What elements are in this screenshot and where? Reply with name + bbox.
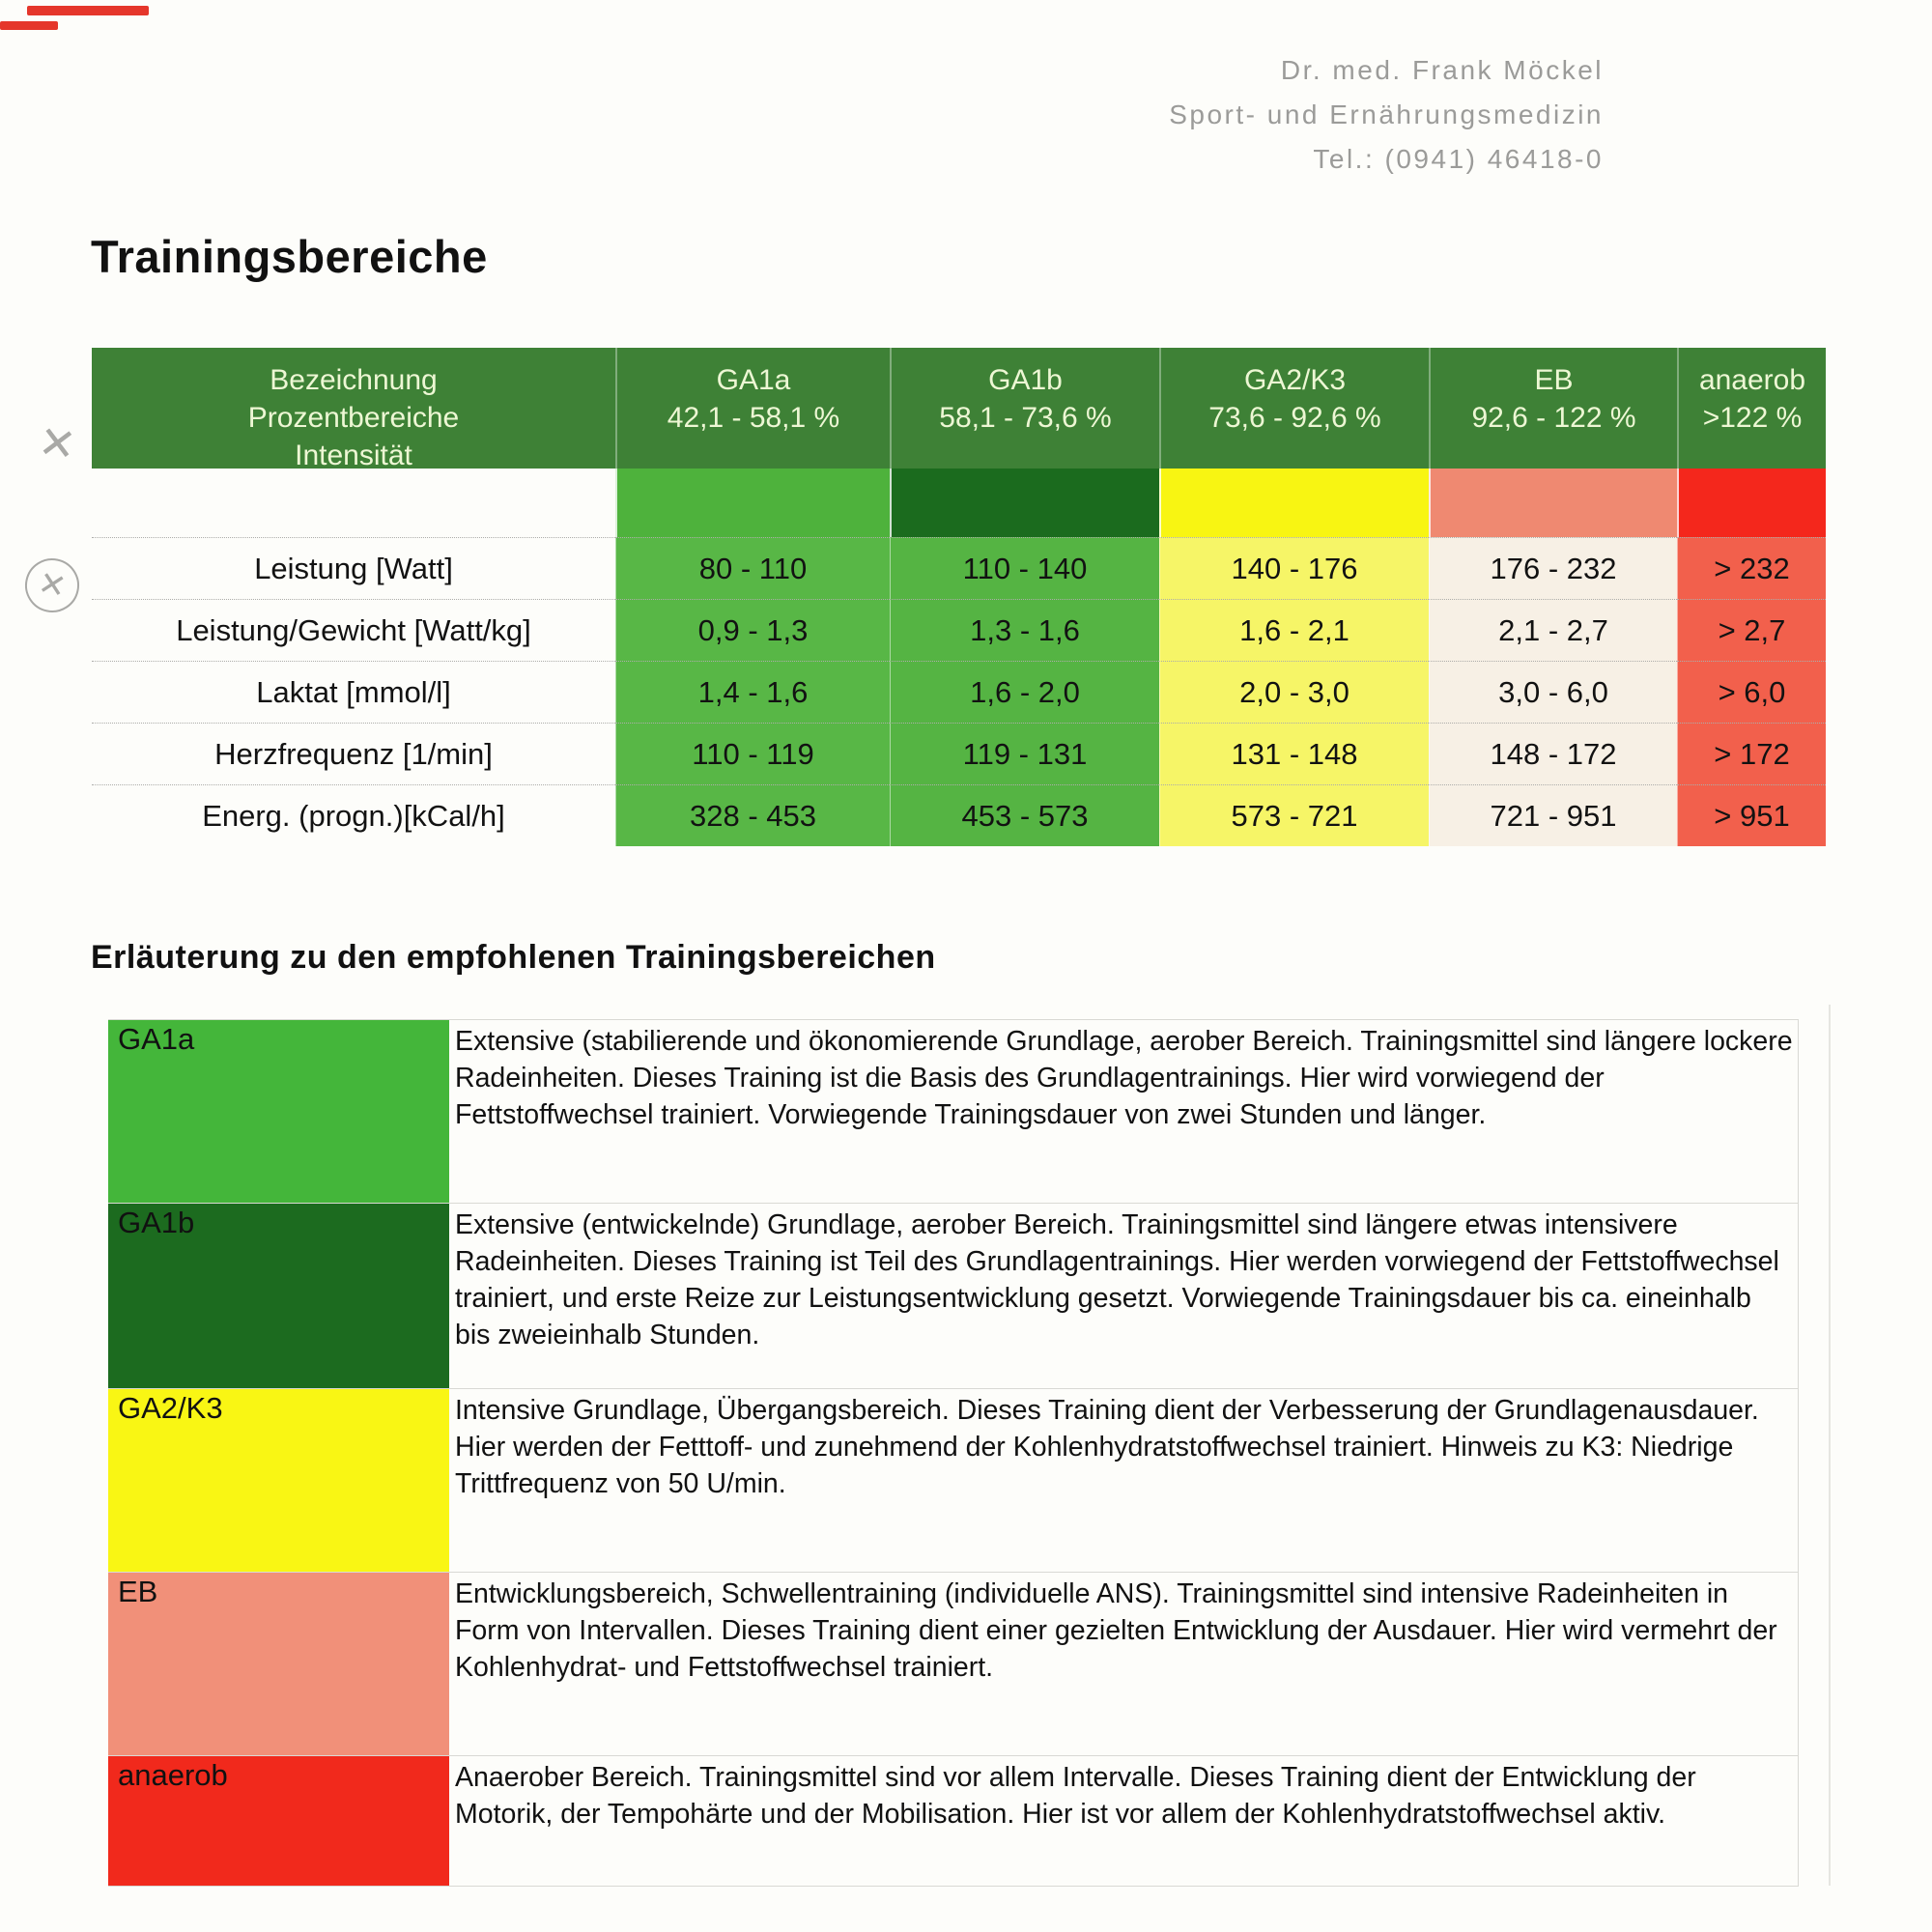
- zone-name: EB: [1534, 364, 1574, 396]
- zone-range: 42,1 - 58,1 %: [667, 402, 840, 434]
- zone-range: 58,1 - 73,6 %: [939, 402, 1112, 434]
- zone-explanation-table: GA1a Extensive (stabilierende und ökonom…: [108, 1019, 1799, 1887]
- cell-energ-ga1b: 453 - 573: [890, 784, 1159, 846]
- cell-hf-ga1b: 119 - 131: [890, 723, 1159, 784]
- zone-header-anaerob: anaerob >122 %: [1677, 348, 1826, 469]
- cell-energ-ga1a: 328 - 453: [615, 784, 890, 846]
- cell-hf-ga2k3: 131 - 148: [1159, 723, 1429, 784]
- cell-hf-anaerob: > 172: [1677, 723, 1826, 784]
- cell-leistung-ga1a: 80 - 110: [615, 537, 890, 599]
- zone-name: GA2/K3: [1243, 364, 1347, 396]
- cell-lg-ga2k3: 1,6 - 2,1: [1159, 599, 1429, 661]
- zone-name: GA1a: [716, 364, 791, 396]
- legend-swatch-ga1b: GA1b: [108, 1204, 449, 1389]
- cell-laktat-ga1b: 1,6 - 2,0: [890, 661, 1159, 723]
- zone-header-ga1a: GA1a 42,1 - 58,1 %: [615, 348, 890, 469]
- letterhead-phone: Tel.: (0941) 46418-0: [1313, 144, 1604, 174]
- zone-range: 73,6 - 92,6 %: [1208, 402, 1381, 434]
- row-label-herzfrequenz: Herzfrequenz [1/min]: [92, 723, 615, 784]
- legend-text-ga1b: Extensive (entwickelnde) Grundlage, aero…: [449, 1204, 1799, 1389]
- cell-hf-ga1a: 110 - 119: [615, 723, 890, 784]
- swatch-empty: [92, 469, 615, 537]
- red-corner-mark-1: [27, 6, 149, 15]
- swatch-ga2k3: [1159, 469, 1429, 537]
- swatch-ga1a: [615, 469, 890, 537]
- zone-range: 92,6 - 122 %: [1471, 402, 1636, 434]
- legend-text-ga2k3: Intensive Grundlage, Übergangsbereich. D…: [449, 1389, 1799, 1573]
- page-title: Trainingsbereiche: [91, 231, 488, 282]
- cell-energ-anaerob: > 951: [1677, 784, 1826, 846]
- handwritten-x-mark: ✕: [35, 415, 79, 471]
- cell-lg-eb: 2,1 - 2,7: [1429, 599, 1677, 661]
- cell-leistung-ga1b: 110 - 140: [890, 537, 1159, 599]
- cell-laktat-ga2k3: 2,0 - 3,0: [1159, 661, 1429, 723]
- zone-name: anaerob: [1698, 364, 1806, 396]
- legend-swatch-ga1a: GA1a: [108, 1020, 449, 1204]
- legend-swatch-anaerob: anaerob: [108, 1756, 449, 1887]
- swatch-anaerob: [1677, 469, 1826, 537]
- circled-x-mark: ✕: [19, 553, 85, 618]
- cell-hf-eb: 148 - 172: [1429, 723, 1677, 784]
- swatch-ga1b: [890, 469, 1159, 537]
- red-corner-mark-2: [0, 21, 58, 30]
- cell-energ-ga2k3: 573 - 721: [1159, 784, 1429, 846]
- legend-text-ga1a: Extensive (stabilierende und ökonomieren…: [449, 1020, 1799, 1204]
- training-zones-table: Bezeichnung Prozentbereiche Intensität G…: [92, 348, 1826, 846]
- letterhead: Dr. med. Frank Möckel Sport- und Ernähru…: [1169, 48, 1604, 182]
- legend-swatch-eb: EB: [108, 1573, 449, 1756]
- cell-lg-ga1b: 1,3 - 1,6: [890, 599, 1159, 661]
- zone-name: GA1b: [988, 364, 1063, 396]
- row-label-leistung-gewicht: Leistung/Gewicht [Watt/kg]: [92, 599, 615, 661]
- row-label-leistung: Leistung [Watt]: [92, 537, 615, 599]
- legend-swatch-ga2k3: GA2/K3: [108, 1389, 449, 1573]
- corner-header-line: Bezeichnung: [270, 364, 438, 396]
- cell-laktat-anaerob: > 6,0: [1677, 661, 1826, 723]
- cell-lg-ga1a: 0,9 - 1,3: [615, 599, 890, 661]
- zone-range: >122 %: [1702, 402, 1803, 434]
- cell-laktat-eb: 3,0 - 6,0: [1429, 661, 1677, 723]
- cell-leistung-eb: 176 - 232: [1429, 537, 1677, 599]
- cell-energ-eb: 721 - 951: [1429, 784, 1677, 846]
- legend-text-eb: Entwicklungsbereich, Schwellentraining (…: [449, 1573, 1799, 1756]
- row-label-energie: Energ. (progn.)[kCal/h]: [92, 784, 615, 846]
- page-edge-line: [1829, 1005, 1831, 1886]
- letterhead-doctor-name: Dr. med. Frank Möckel: [1280, 55, 1604, 85]
- corner-header-line: Intensität: [295, 440, 412, 471]
- row-label-laktat: Laktat [mmol/l]: [92, 661, 615, 723]
- cell-laktat-ga1a: 1,4 - 1,6: [615, 661, 890, 723]
- swatch-eb: [1429, 469, 1677, 537]
- zone-header-ga2k3: GA2/K3 73,6 - 92,6 %: [1159, 348, 1429, 469]
- zone-header-eb: EB 92,6 - 122 %: [1429, 348, 1677, 469]
- zone-header-ga1b: GA1b 58,1 - 73,6 %: [890, 348, 1159, 469]
- corner-header-line: Prozentbereiche: [247, 402, 460, 434]
- table-corner-header: Bezeichnung Prozentbereiche Intensität: [92, 348, 615, 471]
- cell-leistung-anaerob: > 232: [1677, 537, 1826, 599]
- section-title: Erläuterung zu den empfohlenen Trainings…: [91, 939, 936, 976]
- letterhead-specialty: Sport- und Ernährungsmedizin: [1169, 99, 1604, 129]
- cell-leistung-ga2k3: 140 - 176: [1159, 537, 1429, 599]
- legend-text-anaerob: Anaerober Bereich. Trainingsmittel sind …: [449, 1756, 1799, 1887]
- cell-lg-anaerob: > 2,7: [1677, 599, 1826, 661]
